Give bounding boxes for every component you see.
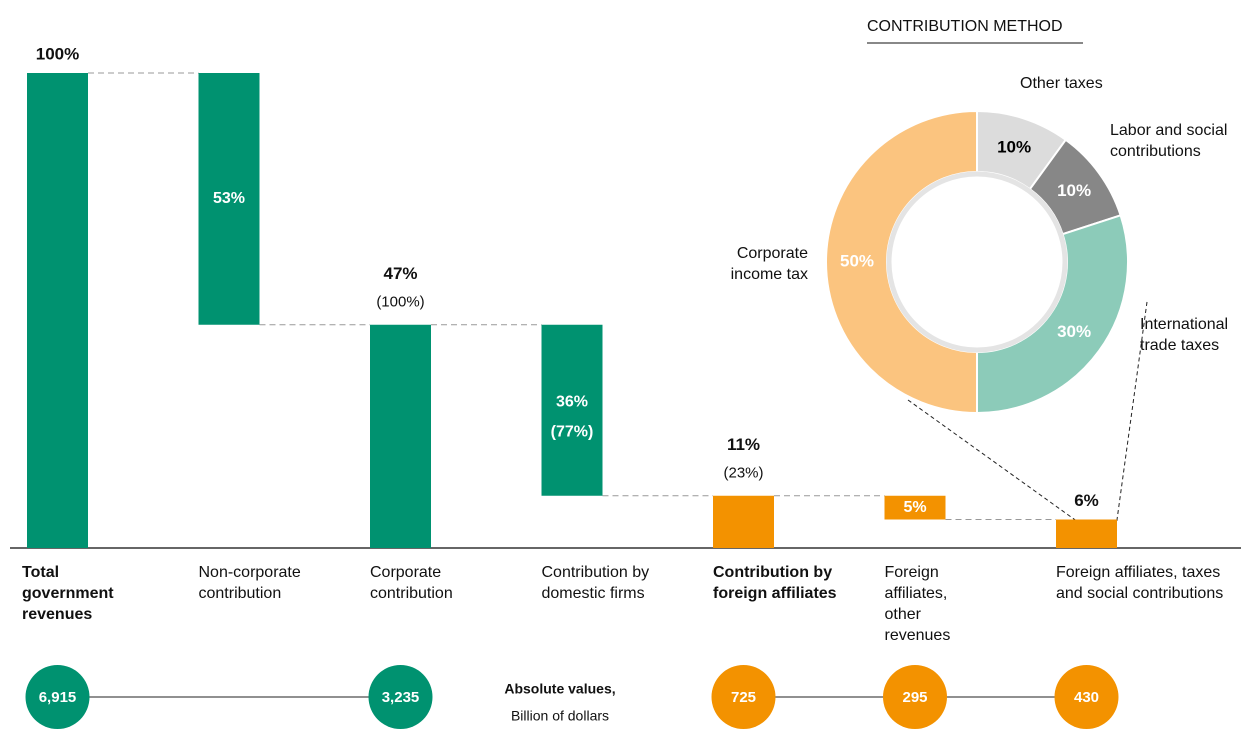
slice-name: Labor and social contributions: [1110, 122, 1228, 160]
value-circle: [25, 665, 90, 729]
bar: [884, 495, 946, 520]
value-label: 6%: [1074, 491, 1099, 510]
absolute-value: 3,235: [382, 689, 420, 706]
slice-name: International trade taxes: [1140, 316, 1229, 354]
category-label: Corporate contribution: [370, 564, 453, 602]
slice-name: Other taxes: [1020, 75, 1103, 92]
sub-label: (23%): [723, 465, 763, 482]
absolute-unit: Billion of dollars: [511, 708, 609, 724]
bar: [713, 495, 774, 548]
absolute-value: 430: [1074, 689, 1099, 706]
absolute-value: 725: [731, 689, 756, 706]
absolute-value: 6,915: [39, 689, 77, 706]
value-circle: [883, 665, 947, 729]
value-label: 100%: [36, 44, 79, 63]
slice-label: 30%: [1057, 322, 1091, 341]
value-circle: [1054, 665, 1119, 729]
value-label: 36%: [556, 393, 588, 410]
value-label: 47%: [383, 264, 417, 283]
bar: [1056, 519, 1117, 548]
bar: [541, 324, 603, 496]
donut-hole: [886, 171, 1068, 353]
zoom-line: [1115, 301, 1148, 528]
sub-label: (100%): [376, 294, 424, 311]
bar: [370, 324, 431, 548]
value-label: 5%: [903, 499, 926, 516]
sub-label: (77%): [551, 423, 594, 440]
value-circle: [711, 665, 776, 729]
absolute-title: Absolute values,: [504, 681, 615, 697]
value-circle: [368, 665, 433, 729]
pie-title: CONTRIBUTION METHOD: [867, 18, 1063, 35]
slice-name: Corporate income tax: [730, 245, 808, 283]
absolute-value: 295: [902, 689, 927, 706]
category-label: Foreign affiliates, taxes and social con…: [1056, 564, 1224, 602]
category-label: Non-corporate contribution: [198, 564, 301, 602]
category-label: Foreign affiliates, other revenues: [884, 564, 951, 644]
category-label: Contribution by domestic firms: [541, 564, 650, 602]
bar: [198, 73, 260, 325]
zoom-line: [907, 399, 1086, 528]
value-label: 53%: [213, 190, 245, 207]
category-label: Total government revenues: [22, 564, 114, 623]
bar: [27, 73, 88, 548]
slice-label: 10%: [1057, 181, 1091, 200]
slice-label: 50%: [840, 251, 874, 270]
slice-label: 10%: [997, 137, 1031, 156]
value-label: 11%: [727, 435, 760, 454]
category-label: Contribution by foreign affiliates: [713, 564, 837, 602]
